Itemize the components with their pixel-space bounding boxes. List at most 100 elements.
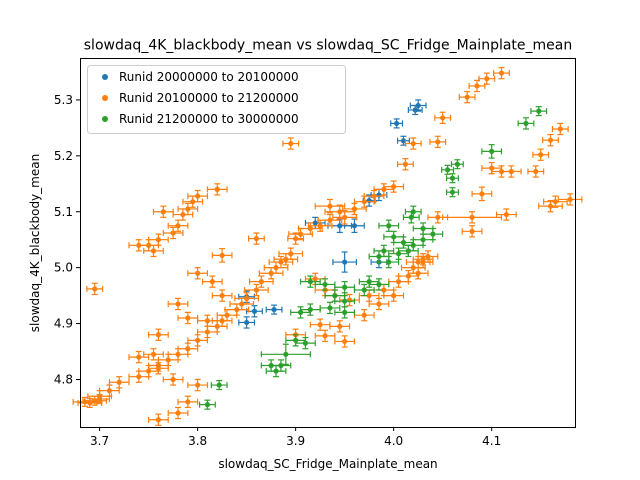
data-point xyxy=(429,135,447,149)
data-point xyxy=(445,187,459,198)
x-tick-label: 4.0 xyxy=(384,434,403,448)
y-tick-label: 5.0 xyxy=(54,261,73,275)
data-point xyxy=(378,255,400,269)
data-point xyxy=(211,289,233,302)
data-point xyxy=(532,148,550,161)
data-point xyxy=(210,379,228,391)
data-point xyxy=(417,250,439,263)
data-point xyxy=(353,283,375,297)
data-point xyxy=(187,267,209,280)
data-point xyxy=(542,133,559,147)
data-point xyxy=(383,180,405,193)
data-point xyxy=(368,297,390,311)
chart-title: slowdaq_4K_blackbody_mean vs slowdaq_SC_… xyxy=(84,38,572,54)
data-point xyxy=(128,350,150,364)
data-point xyxy=(143,348,164,361)
data-point xyxy=(434,111,452,125)
data-point xyxy=(260,343,311,365)
data-point xyxy=(282,137,300,150)
data-point xyxy=(407,267,429,280)
legend-label-series-3: Runid 21200000 to 30000000 xyxy=(119,112,299,126)
data-point xyxy=(412,255,434,269)
data-point xyxy=(187,378,209,392)
data-point xyxy=(167,297,189,311)
data-point xyxy=(299,303,321,316)
data-point xyxy=(427,211,449,224)
data-point xyxy=(332,210,358,225)
data-point xyxy=(402,211,420,224)
series-3 xyxy=(198,106,548,410)
data-point xyxy=(450,159,464,170)
data-point xyxy=(481,144,503,159)
data-point xyxy=(314,329,336,343)
data-point xyxy=(177,395,199,409)
data-point xyxy=(397,244,419,258)
data-point xyxy=(258,267,284,280)
data-point xyxy=(378,219,400,232)
data-point xyxy=(143,244,164,258)
data-point xyxy=(412,233,434,246)
data-point xyxy=(295,336,316,350)
data-point xyxy=(297,222,323,235)
data-point xyxy=(287,232,305,245)
data-point xyxy=(288,227,313,241)
data-point xyxy=(407,104,423,116)
data-point xyxy=(108,376,130,389)
data-point xyxy=(265,304,283,315)
x-tick-label: 4.1 xyxy=(482,434,501,448)
legend: Runid 20000000 to 20100000 Runid 2010000… xyxy=(87,65,346,134)
data-point xyxy=(334,306,356,319)
data-points-layer xyxy=(72,66,583,426)
data-point xyxy=(177,311,199,325)
data-point xyxy=(468,79,486,93)
data-point xyxy=(517,117,535,130)
data-point xyxy=(319,301,341,315)
data-point xyxy=(471,186,493,202)
data-point xyxy=(388,275,409,288)
data-point xyxy=(167,219,189,232)
data-point xyxy=(445,173,459,184)
legend-marker-series-3 xyxy=(102,116,108,122)
axis-ticks-layer: 3.7 3.8 3.9 4.0 4.1 4.8 4.9 5.0 5.1 5.2 5.3 xyxy=(54,93,501,448)
data-point xyxy=(500,165,522,178)
data-point xyxy=(461,225,483,238)
y-tick-label: 5.1 xyxy=(54,205,73,219)
data-point xyxy=(309,318,331,331)
legend-marker-series-2 xyxy=(102,95,108,101)
x-tick-label: 3.9 xyxy=(286,434,305,448)
data-point xyxy=(458,90,476,104)
data-point xyxy=(260,359,282,372)
data-point xyxy=(89,393,111,405)
data-point xyxy=(396,135,410,146)
data-point xyxy=(148,413,169,426)
legend-label-series-1: Runid 20000000 to 20100000 xyxy=(119,70,299,84)
data-point xyxy=(229,297,255,311)
legend-label-series-2: Runid 20100000 to 21200000 xyxy=(119,91,299,105)
data-point xyxy=(493,66,510,80)
data-point xyxy=(551,122,569,136)
data-point xyxy=(442,211,503,224)
data-point xyxy=(201,275,223,288)
data-point xyxy=(332,251,358,273)
data-point xyxy=(527,165,545,178)
data-point xyxy=(197,314,218,327)
y-axis-label: slowdaq_4K_blackbody_mean xyxy=(28,154,42,332)
data-point xyxy=(543,195,568,208)
data-point xyxy=(557,193,583,206)
data-point xyxy=(383,289,405,302)
data-point xyxy=(238,316,256,329)
data-point xyxy=(334,335,356,348)
data-point xyxy=(495,208,517,221)
data-point xyxy=(273,253,299,266)
data-point xyxy=(211,248,233,263)
data-point xyxy=(329,320,351,333)
data-point xyxy=(390,118,404,129)
x-tick-label: 3.7 xyxy=(90,434,109,448)
data-point xyxy=(299,275,321,288)
data-point xyxy=(148,328,169,341)
data-point xyxy=(478,72,496,85)
data-point xyxy=(216,308,238,322)
data-point xyxy=(182,195,204,208)
data-point xyxy=(441,164,455,175)
data-point xyxy=(198,399,216,410)
